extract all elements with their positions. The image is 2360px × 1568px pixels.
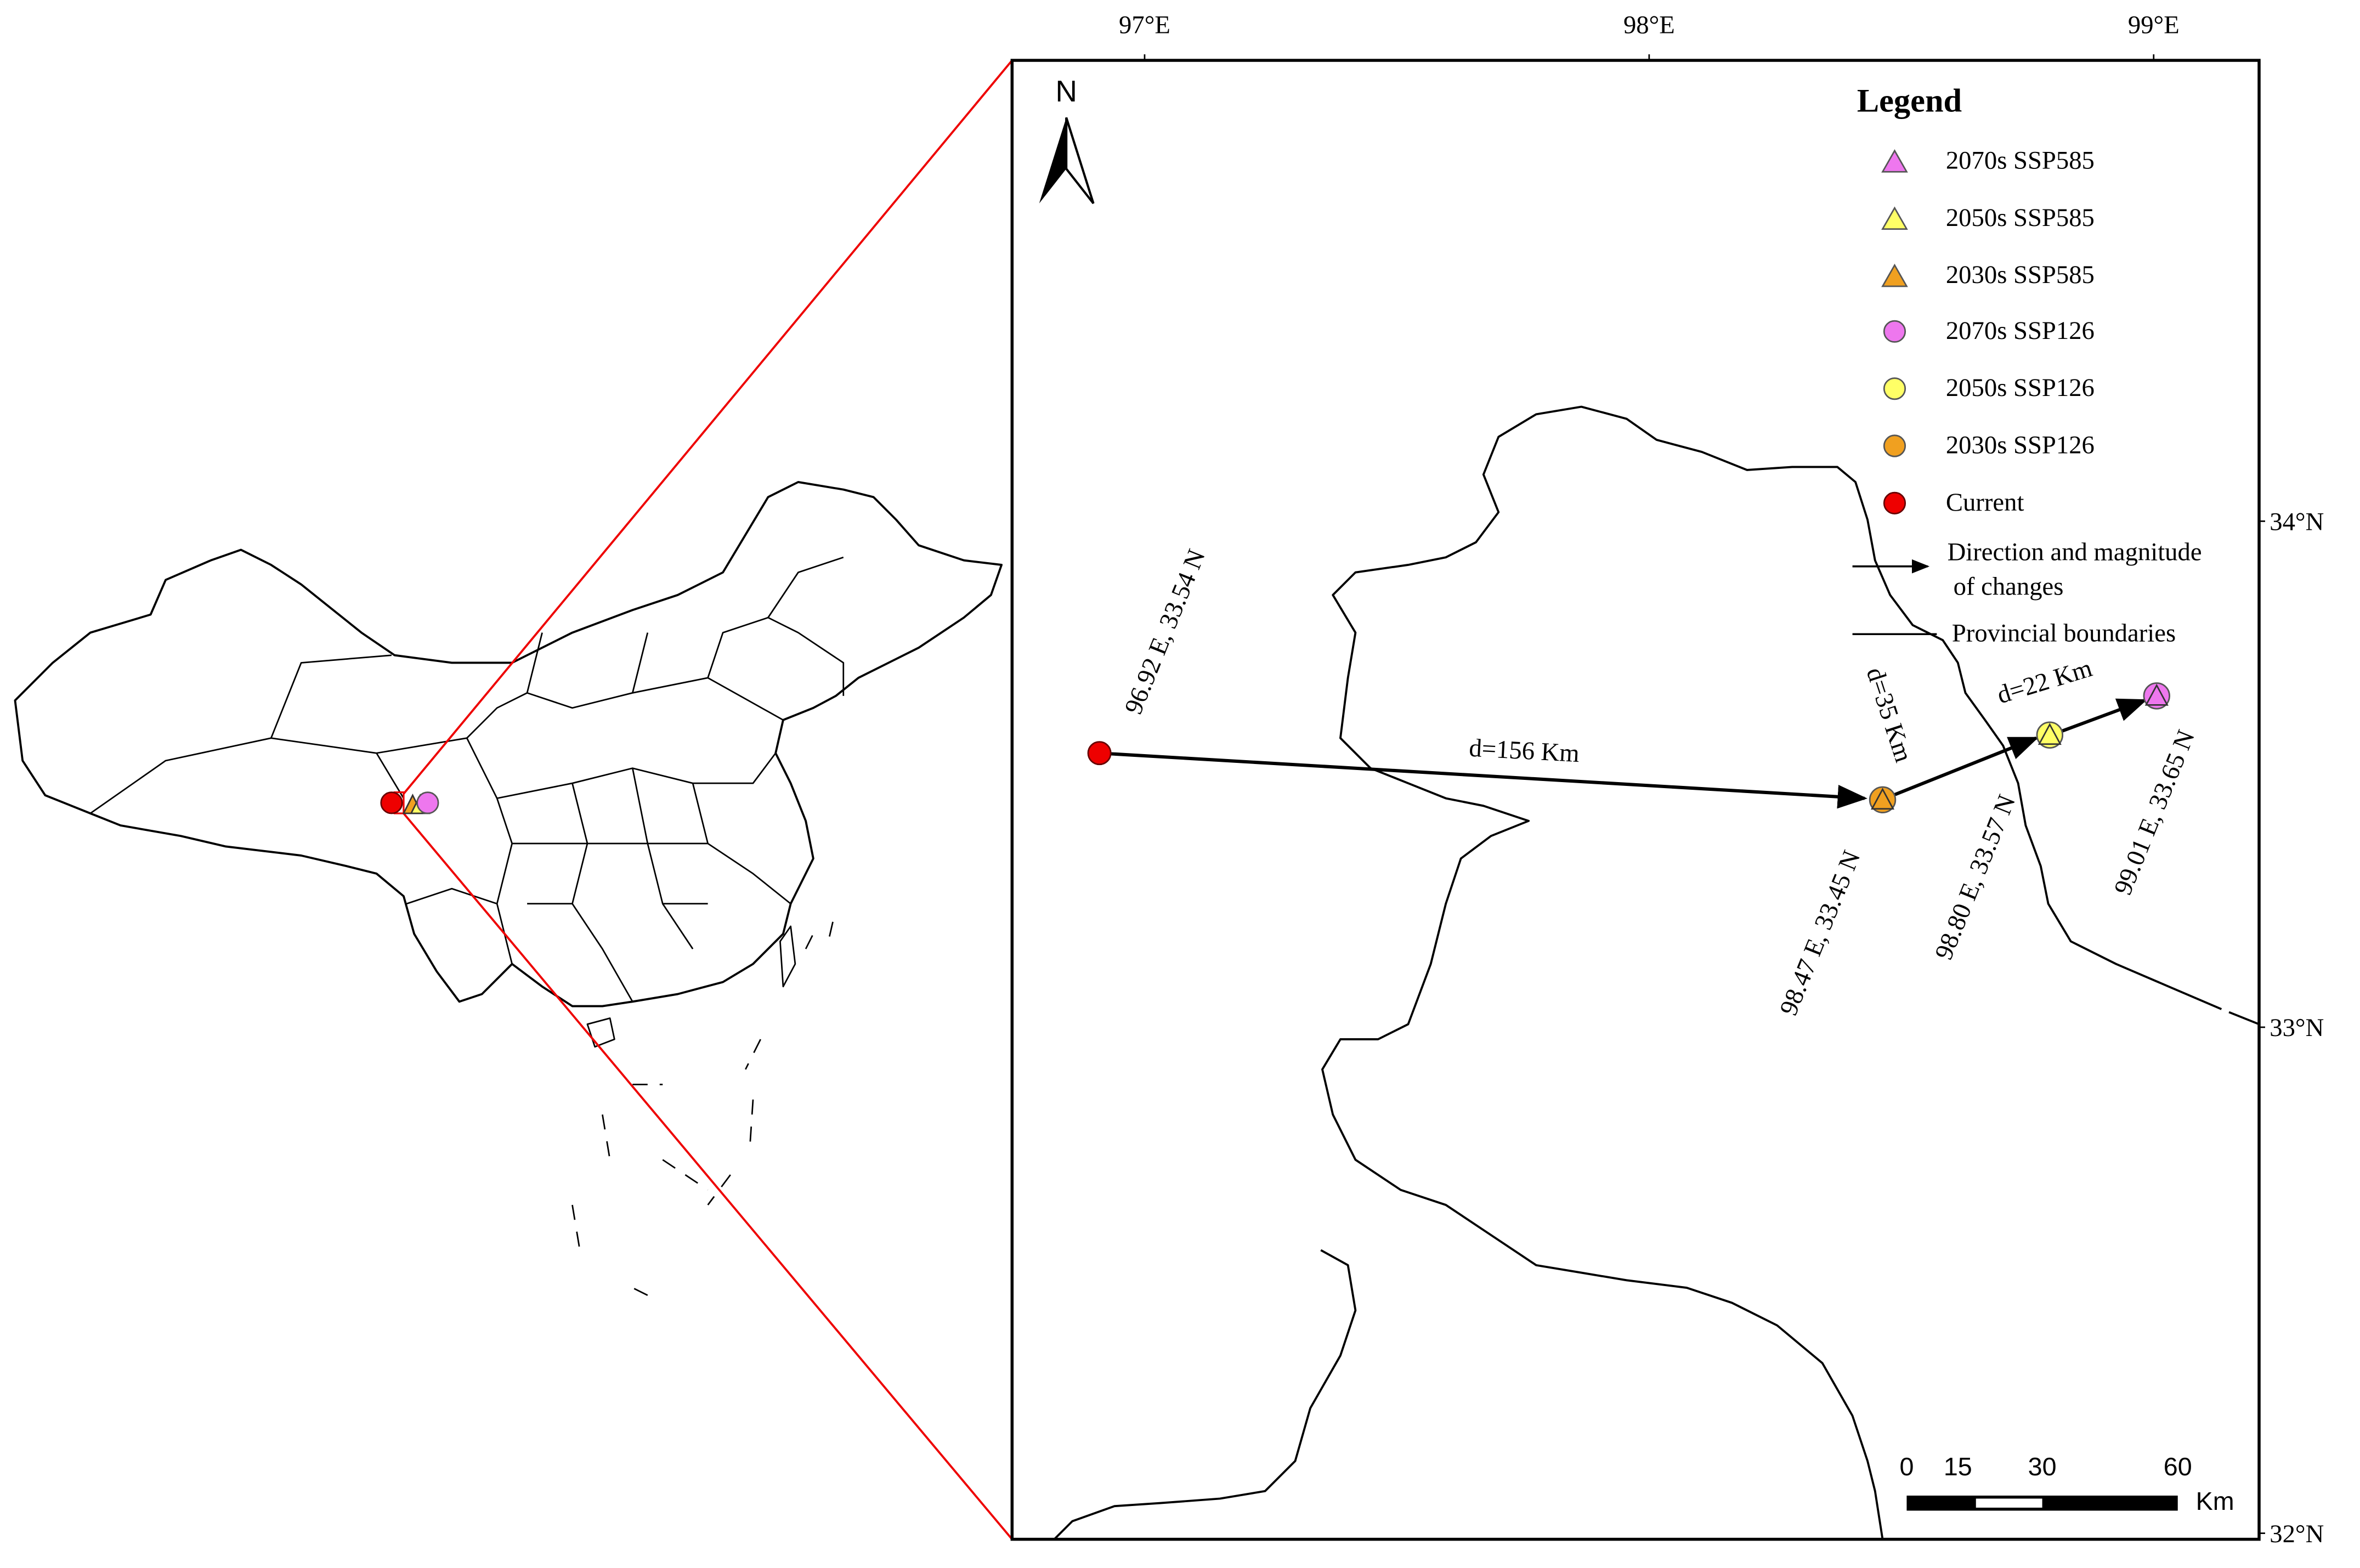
islands	[571, 921, 834, 1296]
lat-label: 32°N	[2270, 1520, 2324, 1548]
legend-item: 2050s SSP126	[1946, 373, 2095, 402]
2030s-ssp585	[1870, 788, 1895, 810]
legend-item: 2070s SSP126	[1946, 316, 2095, 345]
legend: Legend 2070s SSP585 2050s SSP585 2030s S…	[1852, 83, 2202, 648]
lat-label: 34°N	[2270, 508, 2324, 536]
point-label: 99.01 E, 33.65 N	[2108, 726, 2200, 899]
zoom-line	[403, 59, 1013, 795]
2050s-ssp585	[2038, 723, 2062, 745]
2070s-ssp585	[2144, 683, 2169, 706]
current-marker	[380, 791, 403, 814]
scale-label: 30	[2028, 1452, 2057, 1481]
north-label: N	[1055, 74, 1077, 108]
distance-label: d=35 Km	[1861, 664, 1918, 766]
scale-label: 60	[2164, 1452, 2192, 1481]
shift-arrow	[2051, 698, 2148, 737]
hainan	[586, 1017, 615, 1048]
point-label: 96.92 E, 33.54 N	[1119, 545, 1211, 718]
legend-item: 2030s SSP585	[1946, 261, 2095, 289]
current-centroid	[1087, 741, 1112, 766]
legend-item: of changes	[1954, 573, 2064, 601]
legend-item: Direction and magnitude	[1948, 537, 2202, 566]
scale-label: 15	[1944, 1452, 1972, 1481]
distance-label: d=156 Km	[1468, 734, 1580, 768]
scale-label: 0	[1899, 1452, 1914, 1481]
legend-item: 2030s SSP126	[1946, 431, 2095, 459]
lon-label: 99°E	[2128, 10, 2180, 39]
legend-item: 2070s SSP585	[1946, 146, 2095, 174]
taiwan	[779, 925, 796, 988]
legend-item: Current	[1946, 488, 2024, 517]
legend-item: 2050s SSP585	[1946, 203, 2095, 232]
overview-map: China provincial map with shift location	[14, 59, 1013, 1540]
frame	[1010, 59, 2261, 1541]
lat-label: 33°N	[2270, 1014, 2324, 1042]
shift-arrow	[1099, 751, 1867, 809]
point-label: 98.47 E, 33.45 N	[1774, 847, 1866, 1020]
country-outline	[14, 481, 1003, 1007]
zoom-line	[403, 812, 1013, 1540]
lon-label: 98°E	[1623, 10, 1675, 39]
scale-unit: Km	[2196, 1487, 2234, 1515]
province-lines	[89, 556, 845, 1002]
north-arrow: N	[1039, 74, 1095, 205]
lon-label: 97°E	[1119, 10, 1170, 39]
ssp-marker	[416, 791, 439, 814]
scale-bar: 0 15 30 60 Km	[1899, 1452, 2234, 1515]
shift-arrow	[1884, 736, 2039, 800]
distance-label: d=22 Km	[1994, 654, 2095, 710]
provincial-boundary	[1053, 405, 2260, 1540]
point-label: 98.80 E, 33.57 N	[1929, 791, 2022, 964]
legend-item: Provincial boundaries	[1952, 619, 2176, 648]
legend-title: Legend	[1857, 83, 1962, 120]
inset-map: 97°E 98°E 99°E 34°N 33°N 32°N 96.92 E, 3…	[1010, 10, 2324, 1548]
